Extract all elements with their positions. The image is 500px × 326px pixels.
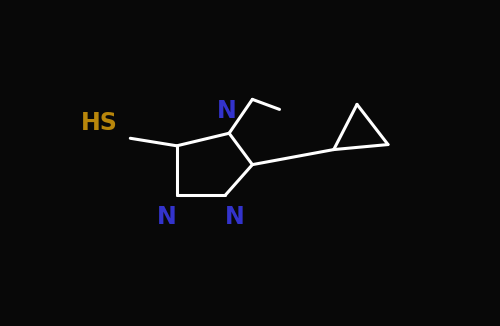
Text: HS: HS	[81, 111, 118, 135]
Text: N: N	[157, 205, 177, 229]
Text: N: N	[218, 99, 237, 123]
Text: N: N	[225, 205, 245, 229]
